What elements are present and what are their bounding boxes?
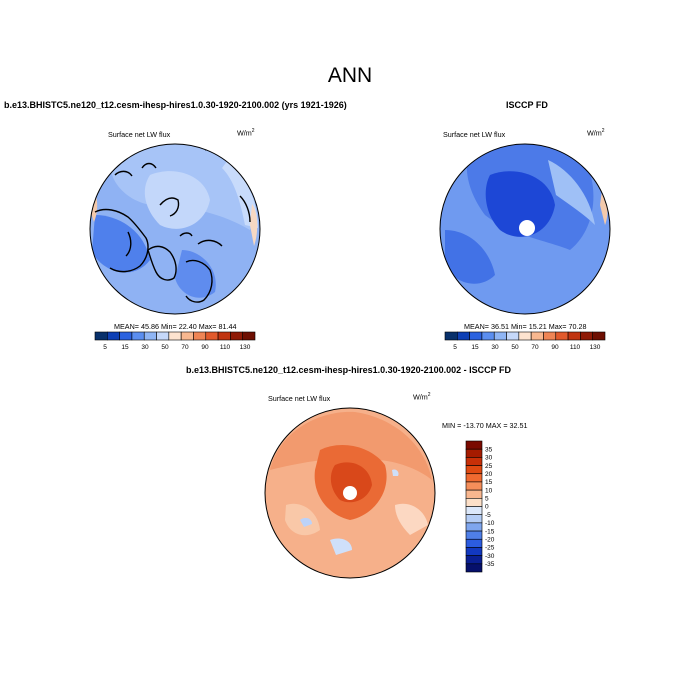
colorbar-3-swatch [465, 506, 483, 515]
colorbar-1-swatch [131, 331, 145, 341]
panel-3-units: W/m2 [413, 392, 431, 402]
colorbar-2-tick-label: 90 [551, 344, 559, 351]
panel-2-stats: MEAN= 36.51 Min= 15.21 Max= 70.28 [464, 322, 587, 331]
colorbar-1-swatch [94, 331, 108, 341]
colorbar-1: 5 15 30 50 70 90 110 130 [94, 331, 256, 351]
colorbar-1-swatch [156, 331, 170, 341]
main-title: ANN [327, 64, 373, 87]
colorbar-3-tick-label: -15 [485, 528, 495, 535]
colorbar-2-tick-label: 15 [471, 344, 479, 351]
panel-2-title: ISCCP FD [506, 100, 548, 110]
colorbar-3-swatch [465, 530, 483, 540]
map-1-border [89, 143, 261, 315]
colorbar-3-swatch [465, 522, 483, 532]
colorbar-1-swatch [143, 331, 157, 341]
colorbar-3-tick-label: 0 [485, 504, 489, 511]
colorbar-3-swatch [465, 498, 483, 507]
colorbar-2-swatch [506, 331, 520, 341]
panel-3-stats: MIN = -13.70 MAX = 32.51 [442, 421, 528, 430]
colorbar-3-swatch [465, 440, 483, 450]
colorbar-2: 5 15 30 50 70 90 110 130 [444, 331, 606, 351]
colorbar-2-swatch [567, 331, 581, 341]
colorbar-3-tick-label: 35 [485, 446, 493, 453]
colorbar-1-tick-label: 90 [201, 344, 209, 351]
colorbar-2-swatch [469, 331, 483, 341]
colorbar-2-swatch [555, 331, 569, 341]
colorbar-3-tick-label: -30 [485, 553, 495, 560]
colorbar-1-tick-label: 110 [220, 344, 231, 351]
colorbar-2-swatch [530, 331, 544, 341]
colorbar-3-swatch [465, 538, 483, 548]
colorbar-2-swatch [457, 331, 470, 341]
colorbar-3-tick-label: -20 [485, 536, 495, 543]
colorbar-3-swatch [465, 547, 483, 556]
panel-2-units: W/m2 [587, 128, 605, 138]
panel-3-title: b.e13.BHISTC5.ne120_t12.cesm-ihesp-hires… [186, 365, 511, 375]
colorbar-3-tick-label: 10 [485, 487, 493, 494]
colorbar-2-swatch [592, 331, 606, 341]
colorbar-3-swatch [465, 514, 483, 524]
colorbar-3-swatch [465, 448, 483, 458]
colorbar-3-swatch [465, 465, 483, 475]
colorbar-3-swatch [465, 457, 483, 466]
panel-1-units: W/m2 [237, 128, 255, 138]
colorbar-3-swatch [465, 555, 483, 565]
colorbar-2-tick-label: 70 [531, 344, 539, 351]
map-3-border [264, 407, 436, 579]
colorbar-2-tick-label: 130 [590, 344, 601, 351]
colorbar-3-swatch [465, 489, 483, 499]
colorbar-1-swatch [119, 331, 133, 341]
colorbar-1-tick-label: 130 [240, 344, 251, 351]
colorbar-3-swatch [465, 563, 483, 573]
colorbar-2-swatch [444, 331, 458, 341]
colorbar-3-tick-label: -10 [485, 520, 495, 527]
panel-1-variable: Surface net LW flux [108, 130, 171, 139]
colorbar-3-tick-label: -35 [485, 561, 495, 568]
colorbar-1-tick-label: 30 [141, 344, 149, 351]
colorbar-3-swatch [465, 481, 483, 491]
colorbar-1-swatch [217, 331, 231, 341]
colorbar-1-tick-label: 70 [181, 344, 189, 351]
colorbar-3-tick-label: 20 [485, 471, 493, 478]
panel-1-stats: MEAN= 45.86 Min= 22.40 Max= 81.44 [114, 322, 237, 331]
colorbar-2-tick-label: 50 [511, 344, 519, 351]
colorbar-1-swatch [230, 331, 243, 341]
colorbar-2-swatch [518, 331, 532, 341]
colorbar-1-tick-label: 5 [103, 344, 107, 351]
colorbar-1-swatch [205, 331, 219, 341]
colorbar-2-tick-label: 5 [453, 344, 457, 351]
panel-2-variable: Surface net LW flux [443, 130, 506, 139]
colorbar-1-swatch [107, 331, 120, 341]
panel-3-variable: Surface net LW flux [268, 394, 331, 403]
panel-1-title: b.e13.BHISTC5.ne120_t12.cesm-ihesp-hires… [4, 100, 347, 110]
map-2 [440, 144, 610, 314]
colorbar-2-swatch [543, 331, 557, 341]
map-2-border [439, 143, 611, 315]
colorbar-1-swatch [242, 331, 256, 341]
colorbar-1-swatch [193, 331, 207, 341]
colorbar-1-swatch [168, 331, 182, 341]
map-1 [90, 144, 260, 314]
colorbar-1-tick-label: 50 [161, 344, 169, 351]
colorbar-3-tick-label: 25 [485, 463, 493, 470]
colorbar-3-tick-label: -5 [485, 512, 491, 519]
colorbar-3-tick-label: -25 [485, 545, 495, 552]
colorbar-2-swatch [493, 331, 507, 341]
colorbar-2-swatch [580, 331, 593, 341]
colorbar-2-tick-label: 30 [491, 344, 499, 351]
colorbar-2-swatch [481, 331, 495, 341]
colorbar-3-tick-label: 5 [485, 496, 489, 503]
colorbar-3-swatch [465, 473, 483, 483]
colorbar-2-tick-label: 110 [570, 344, 581, 351]
colorbar-1-tick-label: 15 [121, 344, 129, 351]
map-3 [265, 408, 435, 578]
colorbar-3-tick-label: 15 [485, 479, 493, 486]
colorbar-1-swatch [180, 331, 194, 341]
colorbar-3-tick-label: 30 [485, 455, 493, 462]
